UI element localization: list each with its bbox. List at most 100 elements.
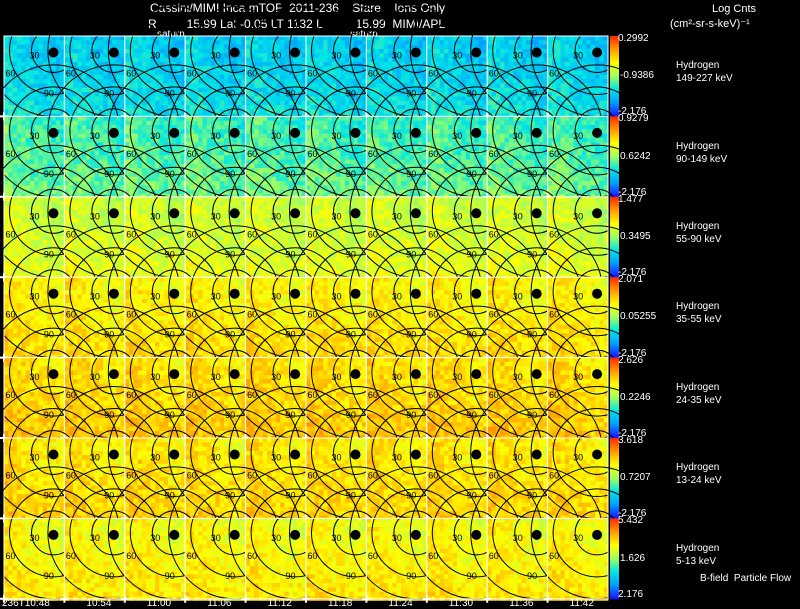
heatmap-cell: [163, 53, 169, 58]
heatmap-cell: [280, 168, 285, 173]
heatmap-cell: [116, 181, 121, 186]
heatmap-cell: [275, 48, 281, 54]
heatmap-cell: [526, 74, 531, 80]
heatmap-cell: [439, 189, 445, 195]
heatmap-cell: [64, 150, 70, 156]
heatmap-cell: [124, 40, 130, 46]
heatmap-cell: [107, 100, 113, 106]
colorbar-segment: [610, 52, 619, 55]
heatmap-cell: [469, 189, 475, 195]
heatmap-cell: [336, 66, 341, 71]
heatmap-cell: [426, 40, 432, 46]
heatmap-cell: [461, 120, 467, 126]
heatmap-cell: [556, 53, 561, 58]
colorbar-segment: [610, 60, 619, 63]
heatmap-cell: [275, 92, 281, 97]
heatmap-cell: [306, 155, 311, 160]
heatmap-cell: [513, 79, 518, 84]
heatmap-cell: [262, 53, 268, 58]
heatmap-cell: [362, 133, 367, 139]
heatmap-cell: [435, 44, 441, 50]
heatmap-cell: [8, 74, 14, 80]
heatmap-cell: [543, 96, 548, 102]
heatmap-cell: [469, 109, 475, 115]
heatmap-cell: [103, 181, 108, 186]
heatmap-cell: [68, 159, 74, 165]
heatmap-cell: [142, 74, 147, 80]
heatmap-cell: [73, 40, 78, 46]
heatmap-cell: [12, 137, 18, 143]
heatmap-cell: [426, 181, 432, 186]
heatmap-cell: [336, 129, 341, 135]
heatmap-cell: [543, 66, 548, 71]
heatmap-cell: [129, 142, 134, 147]
heatmap-cell: [25, 48, 31, 54]
heatmap-cell: [42, 109, 48, 115]
heatmap-cell: [478, 133, 484, 139]
heatmap-cell: [150, 79, 156, 84]
heatmap-cell: [452, 159, 458, 165]
heatmap-cell: [293, 176, 298, 182]
heatmap-cell: [275, 137, 281, 143]
heatmap-cell: [254, 61, 259, 67]
heatmap-cell: [68, 66, 74, 71]
heatmap-cell: [426, 53, 432, 58]
heatmap-cell: [180, 79, 186, 84]
heatmap-cell: [314, 120, 320, 126]
heatmap-cell: [55, 185, 61, 191]
heatmap-cell: [344, 116, 350, 122]
heatmap-cell: [293, 40, 298, 46]
heatmap-cell: [444, 168, 449, 173]
heatmap-cell: [564, 74, 570, 80]
heatmap-cell: [474, 125, 479, 130]
heatmap-cell: [405, 133, 410, 139]
heatmap-cell: [47, 87, 52, 93]
heatmap-cell: [530, 96, 536, 102]
heatmap-cell: [504, 87, 510, 93]
heatmap-cell: [142, 36, 147, 41]
heatmap-cell: [396, 189, 402, 195]
heatmap-cell: [25, 53, 31, 58]
heatmap-cell: [124, 155, 130, 160]
heatmap-cell: [280, 48, 285, 54]
heatmap-cell: [4, 48, 9, 54]
heatmap-cell: [38, 120, 44, 126]
heatmap-cell: [90, 87, 95, 93]
heatmap-cell: [551, 96, 557, 102]
heatmap-cell: [413, 57, 419, 63]
heatmap-cell: [180, 181, 186, 186]
heatmap-cell: [426, 137, 432, 143]
heatmap-cell: [318, 48, 324, 54]
heatmap-cell: [98, 79, 104, 84]
heatmap-cell: [577, 36, 583, 41]
heatmap-cell: [426, 87, 432, 93]
heatmap-cell: [215, 53, 221, 58]
heatmap-cell: [124, 79, 130, 84]
colorbar-segment: [610, 90, 619, 93]
heatmap-cell: [16, 53, 22, 58]
heatmap-cell: [336, 57, 341, 63]
heatmap-cell: [189, 48, 195, 54]
heatmap-cell: [306, 109, 311, 115]
heatmap-cell: [228, 159, 234, 165]
heatmap-cell: [362, 96, 367, 102]
heatmap-cell: [219, 44, 225, 50]
heatmap-cell: [452, 87, 458, 93]
heatmap-cell: [211, 105, 216, 110]
heatmap-cell: [435, 172, 441, 178]
heatmap-cell: [249, 92, 255, 97]
heatmap-cell: [34, 185, 39, 191]
heatmap-cell: [280, 125, 285, 130]
heatmap-cell: [267, 155, 272, 160]
heatmap-cell: [387, 87, 393, 93]
heatmap-cell: [504, 36, 510, 41]
heatmap-cell: [163, 146, 169, 152]
heatmap-cell: [280, 137, 285, 143]
heatmap-cell: [478, 70, 484, 76]
heatmap-cell: [124, 48, 130, 54]
contour-label: 60: [308, 149, 318, 159]
heatmap-cell: [353, 44, 359, 50]
heatmap-cell: [42, 105, 48, 110]
heatmap-cell: [38, 87, 44, 93]
heatmap-cell: [47, 185, 52, 191]
